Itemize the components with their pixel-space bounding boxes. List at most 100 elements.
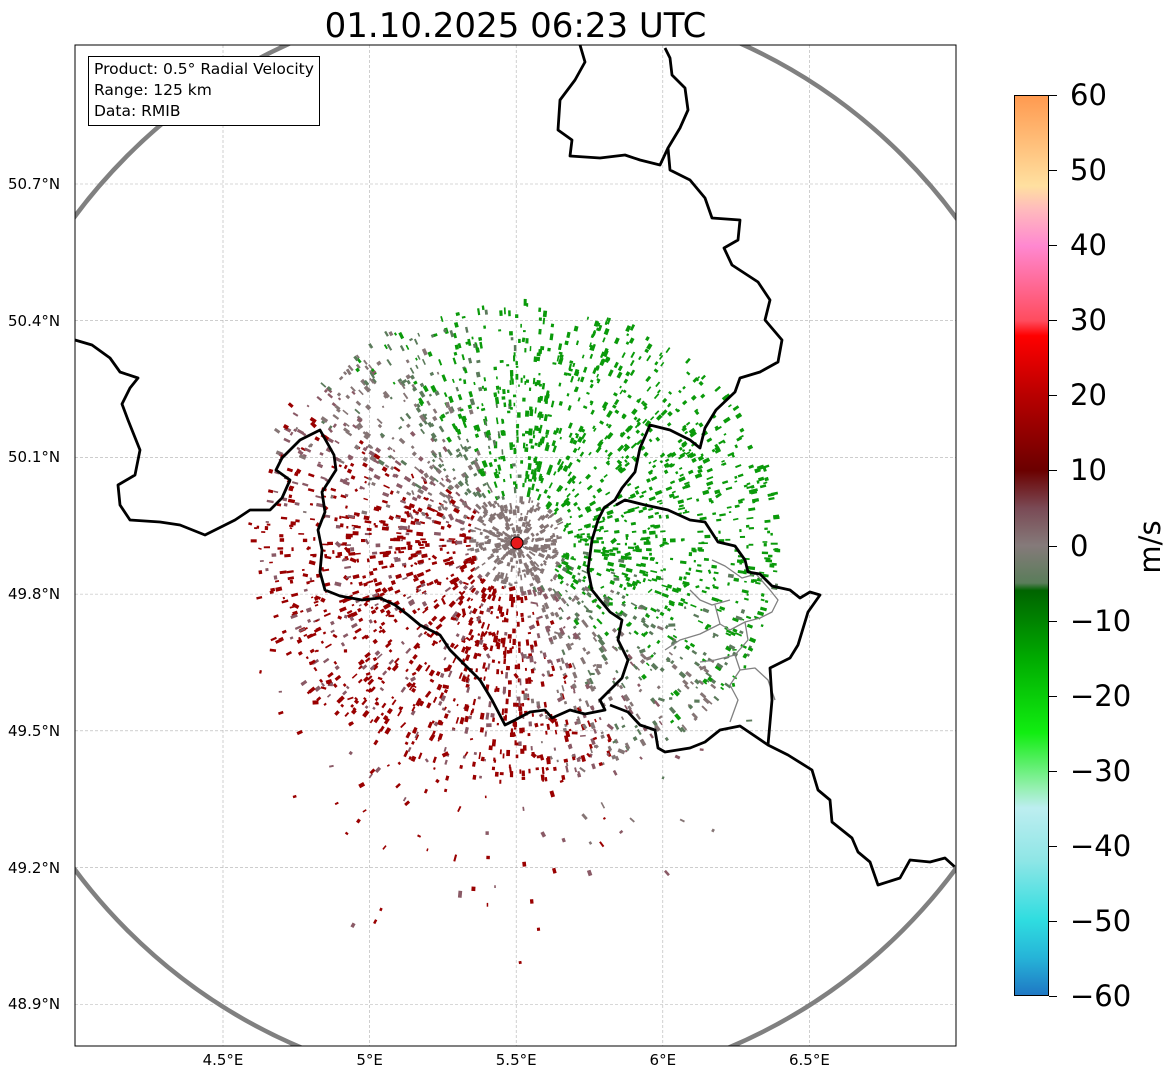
echo-bin [455, 612, 462, 619]
echo-bin [524, 545, 530, 550]
echo-bin [465, 636, 471, 642]
echo-bin [388, 545, 393, 549]
echo-bin [400, 539, 404, 542]
echo-bin [316, 502, 324, 508]
echo-bin [437, 733, 444, 741]
echo-bin [438, 481, 446, 488]
echo-bin [491, 526, 500, 533]
echo-bin [465, 658, 469, 662]
echo-bin [486, 723, 492, 728]
echo-bin [567, 404, 572, 411]
echo-bin [378, 625, 383, 630]
echo-bin [443, 788, 448, 793]
velocity-colorbar [1014, 95, 1049, 996]
echo-bin [477, 633, 481, 636]
echo-bin [519, 529, 523, 535]
echo-bin [767, 530, 771, 534]
echo-bin [520, 377, 523, 383]
echo-bin [256, 525, 260, 529]
echo-bin [486, 855, 490, 860]
echo-bin [496, 630, 499, 636]
echo-bin [508, 509, 513, 515]
echo-bin [420, 538, 426, 541]
echo-bin [467, 404, 473, 410]
echo-bin [747, 444, 754, 450]
echo-bin [629, 369, 636, 376]
echo-bin [282, 423, 289, 430]
echo-bin [653, 393, 660, 400]
echo-bin [396, 547, 400, 551]
echo-bin [625, 649, 629, 653]
echo-bin [529, 438, 533, 444]
echo-bin [722, 416, 731, 424]
echo-bin [698, 549, 704, 552]
echo-bin [556, 689, 560, 694]
echo-bin [527, 519, 531, 524]
echo-bin [393, 657, 400, 664]
echo-bin [451, 540, 455, 544]
echo-bin [739, 561, 742, 565]
echo-bin [504, 523, 511, 530]
echo-bin [394, 551, 397, 554]
echo-bin [413, 642, 421, 650]
echo-bin [376, 653, 383, 660]
colorbar-tick-label: −40 [1070, 828, 1132, 863]
echo-bin [673, 689, 680, 697]
echo-bin [596, 634, 603, 641]
echo-bin [372, 378, 377, 383]
echo-bin [442, 558, 450, 563]
echo-bin [685, 571, 691, 576]
echo-bin [343, 464, 348, 470]
echo-bin [643, 405, 648, 411]
echo-bin [499, 749, 502, 755]
echo-bin [487, 518, 493, 524]
echo-bin [413, 561, 418, 566]
echo-bin [399, 499, 407, 504]
echo-bin [520, 652, 526, 660]
echo-bin [723, 433, 727, 436]
echo-bin [332, 683, 338, 689]
echo-bin [274, 580, 280, 583]
echo-bin [415, 357, 418, 361]
echo-bin [503, 307, 506, 315]
echo-bin [607, 456, 611, 460]
echo-bin [679, 560, 687, 565]
echo-bin [558, 427, 563, 434]
echo-bin [589, 722, 596, 730]
echo-bin [588, 342, 592, 348]
echo-bin [487, 445, 491, 450]
echo-bin [688, 567, 692, 571]
echo-bin [596, 618, 603, 625]
echo-bin [413, 403, 418, 408]
echo-bin [701, 705, 708, 712]
echo-bin [443, 656, 447, 661]
echo-bin [308, 560, 316, 566]
echo-bin [536, 356, 541, 362]
echo-bin [520, 612, 524, 617]
echo-bin [533, 640, 538, 647]
echo-bin [309, 648, 315, 654]
echo-bin [394, 557, 401, 563]
echo-bin [396, 575, 402, 578]
echo-bin [478, 515, 484, 520]
echo-bin [647, 579, 652, 582]
echo-bin [327, 541, 333, 546]
echo-bin [384, 464, 390, 469]
echo-bin [645, 336, 650, 342]
echo-bin [517, 641, 521, 647]
echo-bin [668, 706, 677, 714]
echo-bin [508, 399, 512, 407]
echo-bin [620, 514, 625, 519]
echo-bin [586, 869, 593, 877]
echo-bin [553, 595, 560, 603]
echo-bin [531, 565, 538, 573]
echo-bin [433, 578, 439, 584]
echo-bin [465, 676, 470, 683]
echo-bin [570, 557, 577, 561]
echo-bin [423, 591, 427, 596]
echo-bin [399, 525, 408, 531]
echo-bin [607, 423, 612, 429]
echo-bin [573, 690, 576, 694]
echo-bin [618, 583, 624, 589]
